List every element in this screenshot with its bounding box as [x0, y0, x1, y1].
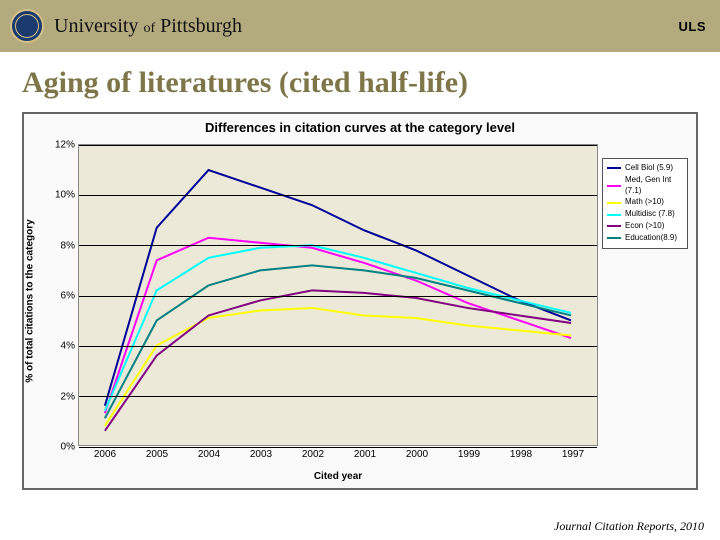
series-line — [105, 308, 571, 426]
page-title: Aging of literatures (cited half-life) — [0, 52, 720, 108]
ytick-label: 0% — [61, 442, 75, 453]
x-axis-label: Cited year — [78, 471, 598, 482]
gridline — [79, 145, 597, 146]
wordmark: University of Pittsburgh — [54, 15, 242, 38]
wordmark-univ: University — [54, 15, 138, 37]
series-line — [105, 238, 571, 413]
xtick-label: 2002 — [302, 449, 324, 460]
legend-item: Cell Biol (5.9) — [607, 163, 683, 174]
legend-label: Med, Gen Int (7.1) — [625, 175, 683, 197]
uls-label: ULS — [679, 19, 707, 34]
legend-swatch-icon — [607, 237, 621, 239]
chart-container: Differences in citation curves at the ca… — [22, 112, 698, 490]
chart-title: Differences in citation curves at the ca… — [24, 114, 696, 137]
legend-swatch-icon — [607, 185, 621, 187]
citation: Journal Citation Reports, 2010 — [554, 519, 704, 534]
legend-item: Med, Gen Int (7.1) — [607, 175, 683, 197]
legend-swatch-icon — [607, 225, 621, 227]
xtick-label: 2001 — [354, 449, 376, 460]
plot-wrap: 0%2%4%6%8%10%12%200620052004200320022001… — [78, 144, 598, 446]
ytick-label: 10% — [55, 190, 75, 201]
gridline — [79, 346, 597, 347]
legend-label: Education(8.9) — [625, 233, 677, 244]
xtick-label: 1999 — [458, 449, 480, 460]
y-axis-label: % of total citations to the category — [25, 219, 36, 382]
gridline — [79, 245, 597, 246]
ytick-label: 4% — [61, 341, 75, 352]
gridline — [79, 195, 597, 196]
ytick-label: 8% — [61, 240, 75, 251]
gridline — [79, 396, 597, 397]
legend-label: Math (>10) — [625, 197, 664, 208]
xtick-label: 1998 — [510, 449, 532, 460]
xtick-label: 1997 — [562, 449, 584, 460]
legend-swatch-icon — [607, 202, 621, 204]
legend-item: Multidisc (7.8) — [607, 209, 683, 220]
legend-label: Cell Biol (5.9) — [625, 163, 673, 174]
xtick-label: 2000 — [406, 449, 428, 460]
legend-item: Math (>10) — [607, 197, 683, 208]
legend-swatch-icon — [607, 167, 621, 169]
legend-label: Multidisc (7.8) — [625, 209, 675, 220]
gridline — [79, 296, 597, 297]
university-seal-icon — [10, 9, 44, 43]
xtick-label: 2004 — [198, 449, 220, 460]
gridline — [79, 447, 597, 448]
legend-swatch-icon — [607, 214, 621, 216]
legend: Cell Biol (5.9)Med, Gen Int (7.1)Math (>… — [602, 158, 688, 249]
legend-item: Econ (>10) — [607, 221, 683, 232]
xtick-label: 2005 — [146, 449, 168, 460]
xtick-label: 2003 — [250, 449, 272, 460]
wordmark-of: of — [143, 21, 155, 36]
series-line — [105, 170, 571, 406]
legend-item: Education(8.9) — [607, 233, 683, 244]
ytick-label: 6% — [61, 291, 75, 302]
ytick-label: 12% — [55, 140, 75, 151]
ytick-label: 2% — [61, 391, 75, 402]
xtick-label: 2006 — [94, 449, 116, 460]
plot-area: 0%2%4%6%8%10%12%200620052004200320022001… — [78, 144, 598, 446]
wordmark-place: Pittsburgh — [160, 15, 242, 37]
brand: University of Pittsburgh — [10, 9, 242, 43]
legend-label: Econ (>10) — [625, 221, 664, 232]
header: University of Pittsburgh ULS — [0, 0, 720, 52]
